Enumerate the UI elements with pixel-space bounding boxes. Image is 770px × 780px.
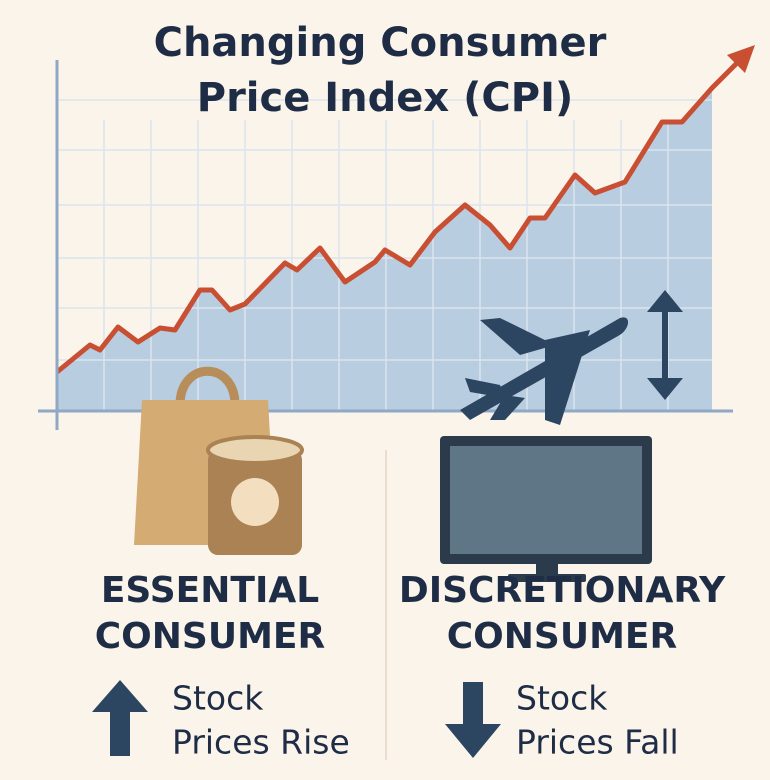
area [57, 88, 712, 411]
panel-note: Stock [516, 679, 608, 718]
arrow-head [727, 45, 755, 73]
title-line: Price Index (CPI) [197, 75, 573, 121]
cpi-illustration [38, 45, 755, 430]
cpi-line [55, 58, 742, 374]
panel-heading: ESSENTIAL [101, 570, 319, 611]
panel-note: Prices Fall [516, 723, 679, 762]
title-line: Changing Consumer [154, 20, 607, 66]
up-arrow-icon [92, 680, 148, 756]
panel-heading: CONSUMER [95, 616, 325, 657]
panel-note: Stock [172, 679, 264, 718]
panel-note: Prices Rise [172, 723, 350, 762]
grid [57, 99, 712, 411]
panel-heading: CONSUMER [447, 616, 677, 657]
can-icon [206, 435, 304, 555]
panel-heading: DISCRETIONARY [399, 570, 726, 611]
double-arrow-icon [647, 290, 683, 400]
plane-icon [460, 317, 629, 425]
down-arrow-icon [445, 682, 501, 758]
monitor-icon [440, 436, 652, 582]
